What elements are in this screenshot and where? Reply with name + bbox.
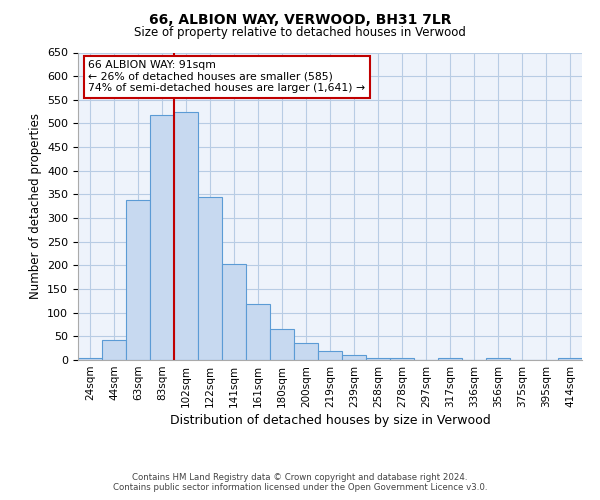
Bar: [486, 358, 510, 360]
Bar: [390, 358, 414, 360]
Y-axis label: Number of detached properties: Number of detached properties: [29, 114, 41, 299]
Bar: [174, 112, 198, 360]
X-axis label: Distribution of detached houses by size in Verwood: Distribution of detached houses by size …: [170, 414, 490, 427]
Bar: [318, 352, 342, 360]
Bar: [342, 356, 366, 360]
Bar: [150, 115, 174, 360]
Bar: [558, 358, 582, 360]
Text: Contains HM Land Registry data © Crown copyright and database right 2024.
Contai: Contains HM Land Registry data © Crown c…: [113, 473, 487, 492]
Bar: [198, 197, 222, 360]
Bar: [78, 358, 102, 360]
Text: 66, ALBION WAY, VERWOOD, BH31 7LR: 66, ALBION WAY, VERWOOD, BH31 7LR: [149, 12, 451, 26]
Text: 66 ALBION WAY: 91sqm
← 26% of detached houses are smaller (585)
74% of semi-deta: 66 ALBION WAY: 91sqm ← 26% of detached h…: [88, 60, 365, 94]
Bar: [366, 358, 390, 360]
Bar: [294, 344, 318, 360]
Bar: [126, 200, 150, 360]
Bar: [246, 304, 270, 360]
Bar: [102, 340, 126, 360]
Bar: [438, 358, 462, 360]
Bar: [270, 329, 294, 360]
Text: Size of property relative to detached houses in Verwood: Size of property relative to detached ho…: [134, 26, 466, 39]
Bar: [222, 264, 246, 360]
